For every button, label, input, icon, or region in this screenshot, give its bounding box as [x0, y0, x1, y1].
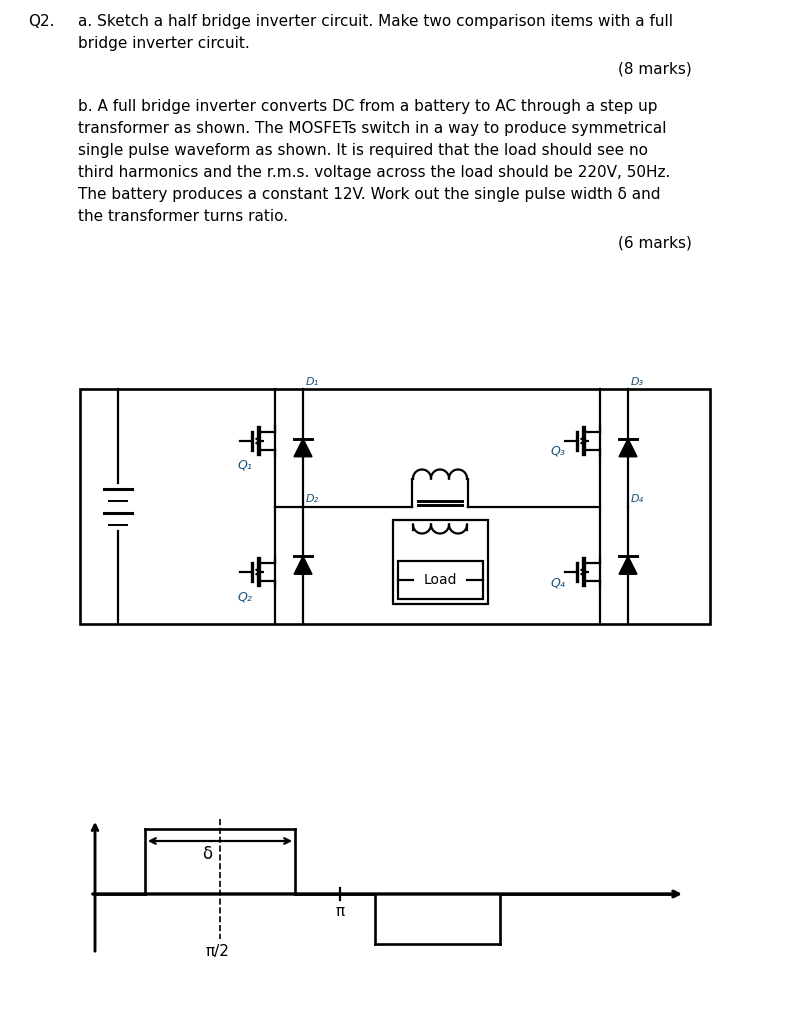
Text: δ: δ — [202, 845, 212, 863]
Text: Q₄: Q₄ — [550, 575, 565, 589]
Text: Q₁: Q₁ — [237, 459, 252, 472]
Bar — [398, 561, 482, 599]
Text: The battery produces a constant 12V. Work out the single pulse width δ and: The battery produces a constant 12V. Wor… — [78, 187, 661, 202]
Polygon shape — [619, 556, 637, 574]
Text: D₂: D₂ — [306, 495, 319, 505]
Text: third harmonics and the r.m.s. voltage across the load should be 220V, 50Hz.: third harmonics and the r.m.s. voltage a… — [78, 165, 670, 180]
Text: b. A full bridge inverter converts DC from a battery to AC through a step up: b. A full bridge inverter converts DC fr… — [78, 99, 657, 114]
Bar — [393, 519, 488, 604]
Text: (6 marks): (6 marks) — [618, 234, 692, 250]
Text: (8 marks): (8 marks) — [619, 62, 692, 77]
Text: a. Sketch a half bridge inverter circuit. Make two comparison items with a full: a. Sketch a half bridge inverter circuit… — [78, 14, 673, 29]
Text: π/2: π/2 — [206, 944, 230, 959]
Polygon shape — [294, 438, 312, 457]
Text: Q₂: Q₂ — [237, 590, 252, 603]
Polygon shape — [619, 438, 637, 457]
Text: transformer as shown. The MOSFETs switch in a way to produce symmetrical: transformer as shown. The MOSFETs switch… — [78, 121, 667, 136]
Text: bridge inverter circuit.: bridge inverter circuit. — [78, 36, 249, 51]
Text: D₁: D₁ — [306, 377, 319, 387]
Text: Load: Load — [423, 573, 457, 587]
Text: Q₃: Q₃ — [550, 445, 565, 458]
Bar — [80, 389, 710, 624]
Text: the transformer turns ratio.: the transformer turns ratio. — [78, 209, 288, 224]
Text: single pulse waveform as shown. It is required that the load should see no: single pulse waveform as shown. It is re… — [78, 143, 648, 158]
Text: Q2.: Q2. — [28, 14, 55, 29]
Text: D₃: D₃ — [631, 377, 644, 387]
Text: D₄: D₄ — [631, 495, 644, 505]
Text: π: π — [336, 904, 345, 919]
Polygon shape — [294, 556, 312, 574]
